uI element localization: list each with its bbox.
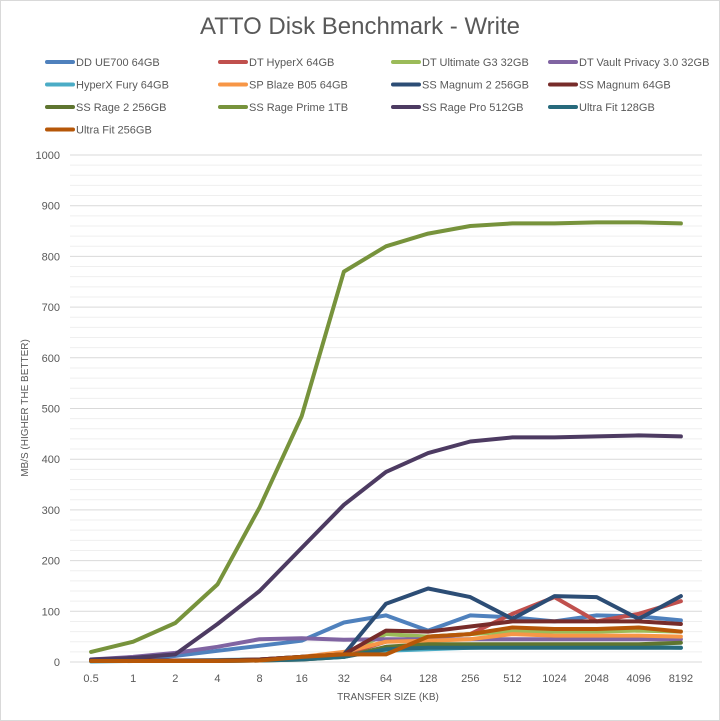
legend-label: DT HyperX 64GB — [249, 57, 334, 69]
series-line — [89, 613, 683, 663]
legend: DD UE700 64GB DT HyperX 64GB DT Ultimate G… — [45, 57, 709, 137]
y-tick-label: 800 — [42, 251, 60, 263]
x-tick-label: 16 — [296, 673, 308, 685]
y-tick-label: 600 — [42, 353, 60, 365]
legend-label: DD UE700 64GB — [76, 57, 160, 69]
series-line — [89, 636, 683, 662]
series-line — [89, 220, 683, 654]
x-tick-label: 256 — [461, 673, 479, 685]
series-lines — [89, 220, 683, 664]
legend-label: SS Rage Pro 512GB — [422, 102, 524, 114]
x-tick-label: 1 — [130, 673, 136, 685]
legend-label: SS Rage Prime 1TB — [249, 102, 348, 114]
series-line — [89, 433, 683, 662]
x-tick-label: 1024 — [542, 673, 566, 685]
chart-title: ATTO Disk Benchmark - Write — [200, 13, 520, 40]
x-tick-label: 8192 — [669, 673, 693, 685]
gridlines — [70, 154, 702, 663]
y-tick-label: 900 — [42, 201, 60, 213]
legend-label: SS Magnum 2 256GB — [422, 80, 529, 92]
legend-label: SS Rage 2 256GB — [76, 102, 167, 114]
x-tick-label: 0.5 — [83, 673, 98, 685]
legend-label: Ultra Fit 256GB — [76, 125, 152, 137]
x-tick-label: 4 — [214, 673, 220, 685]
y-tick-label: 500 — [42, 404, 60, 416]
x-tick-label: 32 — [338, 673, 350, 685]
y-tick-label: 100 — [42, 606, 60, 618]
legend-label: Ultra Fit 128GB — [579, 102, 655, 114]
y-tick-label: 1000 — [36, 150, 60, 162]
x-tick-label: 8 — [257, 673, 263, 685]
series-line — [89, 625, 683, 663]
y-tick-label: 0 — [54, 657, 60, 669]
x-axis-title: TRANSFER SIZE (KB) — [337, 692, 439, 703]
x-tick-label: 2 — [172, 673, 178, 685]
y-tick-label: 300 — [42, 505, 60, 517]
x-tick-label: 512 — [503, 673, 521, 685]
x-tick-label: 64 — [380, 673, 392, 685]
x-tick-label: 128 — [419, 673, 437, 685]
legend-label: HyperX Fury 64GB — [76, 80, 169, 92]
y-tick-label: 400 — [42, 454, 60, 466]
x-tick-label: 4096 — [627, 673, 651, 685]
y-axis-title: MB/S (HIGHER THE BETTER) — [20, 339, 31, 477]
y-tick-label: 700 — [42, 302, 60, 314]
legend-label: DT Ultimate G3 32GB — [422, 57, 529, 69]
y-axis: 0 100 200 300 400 500 600 700 800 900 1000 — [36, 150, 60, 669]
legend-label: DT Vault Privacy 3.0 32GB — [579, 57, 709, 69]
legend-label: SS Magnum 64GB — [579, 80, 671, 92]
x-tick-label: 2048 — [584, 673, 608, 685]
y-tick-label: 200 — [42, 556, 60, 568]
x-axis: 0.5 1 2 4 8 16 32 64 128 256 512 1024 2048 4096 8192 — [83, 673, 693, 685]
legend-label: SP Blaze B05 64GB — [249, 80, 348, 92]
